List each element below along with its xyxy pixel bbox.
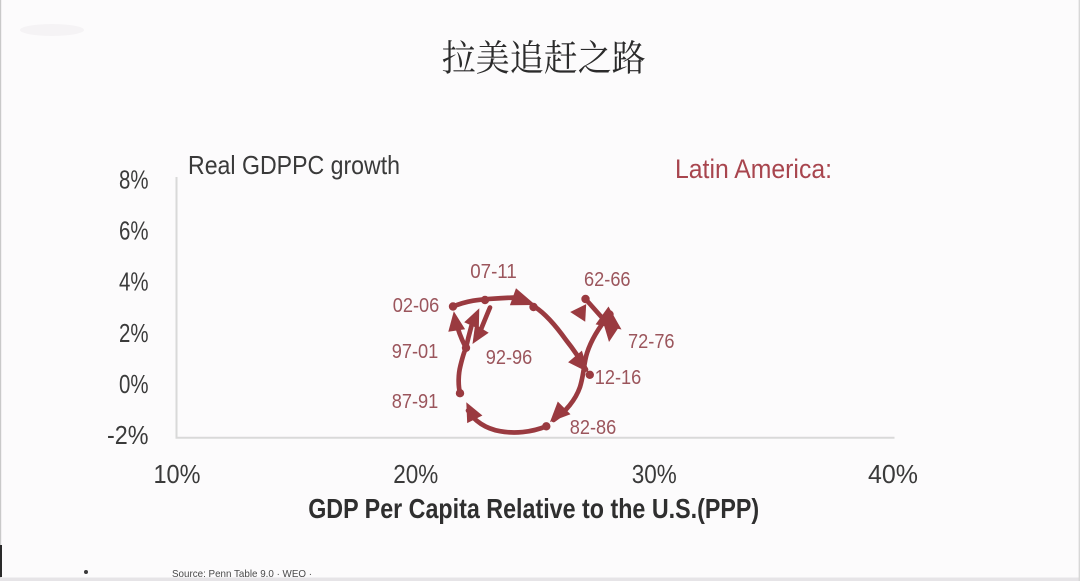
svg-text:87-91: 87-91 [392, 391, 439, 413]
svg-text:10%: 10% [154, 459, 201, 489]
svg-text:30%: 30% [632, 459, 677, 489]
svg-text:GDP Per Capita Relative to the: GDP Per Capita Relative to the U.S.(PPP) [308, 493, 759, 524]
svg-text:92-96: 92-96 [486, 347, 533, 369]
svg-text:12-16: 12-16 [595, 367, 642, 389]
svg-text:40%: 40% [868, 459, 918, 489]
svg-text:2%: 2% [119, 318, 149, 348]
svg-text:20%: 20% [393, 459, 438, 489]
svg-text:Real GDPPC growth: Real GDPPC growth [188, 150, 400, 180]
svg-text:82-86: 82-86 [570, 417, 617, 439]
svg-text:02-06: 02-06 [393, 295, 440, 317]
svg-text:6%: 6% [119, 216, 149, 246]
svg-text:Latin America:: Latin America: [675, 154, 832, 184]
svg-text:Source: Penn Table 9.0 · WEO: Source: Penn Table 9.0 · WEO · [172, 568, 312, 580]
svg-text:8%: 8% [119, 165, 149, 195]
svg-text:4%: 4% [119, 267, 149, 297]
svg-text:72-76: 72-76 [628, 331, 675, 353]
svg-text:-2%: -2% [107, 420, 149, 450]
svg-text:62-66: 62-66 [584, 269, 631, 291]
svg-text:97-01: 97-01 [392, 341, 439, 363]
svg-text:07-11: 07-11 [470, 261, 517, 283]
svg-text:0%: 0% [119, 369, 149, 399]
